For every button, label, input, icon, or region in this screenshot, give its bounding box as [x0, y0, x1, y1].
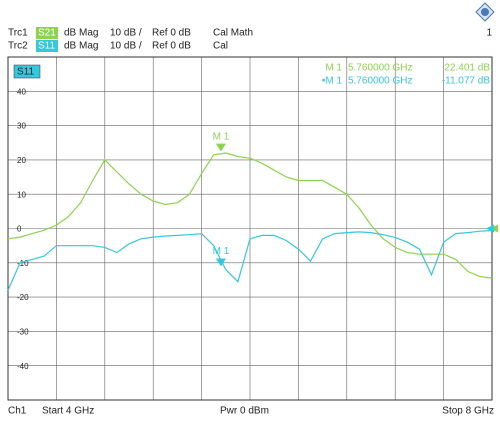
y-tick-label: -10: [17, 259, 29, 268]
trace-line: [7, 152, 493, 279]
y-tick-label: 30: [17, 122, 26, 131]
stop-frequency: Stop 8 GHz: [442, 406, 494, 417]
y-tick-label: -40: [17, 362, 29, 371]
trace-ref: Ref 0 dB: [152, 41, 191, 52]
marker-label: M 1: [213, 131, 230, 142]
y-tick-label: 10: [17, 190, 26, 199]
y-tick-label: 40: [17, 87, 26, 96]
trace-scale: 10 dB /: [110, 28, 142, 39]
marker-triangle: [215, 143, 226, 152]
y-tick-label: -20: [17, 293, 29, 302]
power: Pwr 0 dBm: [220, 406, 269, 417]
trace-format: dB Mag: [64, 41, 98, 52]
trace-cal: Cal: [213, 41, 228, 52]
channel-label: Ch1: [8, 406, 27, 417]
marker-readout-value: -11.077 dB: [442, 76, 491, 87]
trace-line: [7, 230, 493, 291]
start-frequency: Start 4 GHz: [42, 406, 94, 417]
trace-format: dB Mag: [64, 28, 98, 39]
trace-label: Trc2: [8, 41, 28, 52]
marker-readout-label: •M 1: [322, 76, 343, 87]
trace-name-box: [36, 40, 58, 52]
logo: [475, 2, 495, 22]
marker-readout-frequency: 5.760000 GHz: [348, 63, 413, 74]
channel-number: 1: [486, 28, 492, 39]
trace-label: Trc1: [8, 28, 28, 39]
active-trace-box: [13, 64, 41, 79]
y-tick-label: 20: [17, 156, 26, 165]
marker-readout-frequency: 5.760000 GHz: [348, 76, 413, 87]
active-trace-name: S11: [17, 67, 34, 78]
marker-triangle: [215, 258, 226, 267]
trace-ref: Ref 0 dB: [152, 28, 191, 39]
trace-name-box: [36, 27, 58, 39]
reference-arrow: [486, 224, 494, 233]
trace-name: S11: [38, 41, 55, 52]
marker-readout-value: 22.401 dB: [444, 63, 490, 74]
y-tick-label: -30: [17, 328, 29, 337]
y-tick-label: 0: [17, 225, 22, 234]
marker-readout-label: M 1: [325, 63, 342, 74]
trace-cal: Cal Math: [213, 28, 253, 39]
marker-label: M 1: [213, 246, 230, 257]
trace-scale: 10 dB /: [110, 41, 142, 52]
trace-name: S21: [38, 28, 56, 39]
